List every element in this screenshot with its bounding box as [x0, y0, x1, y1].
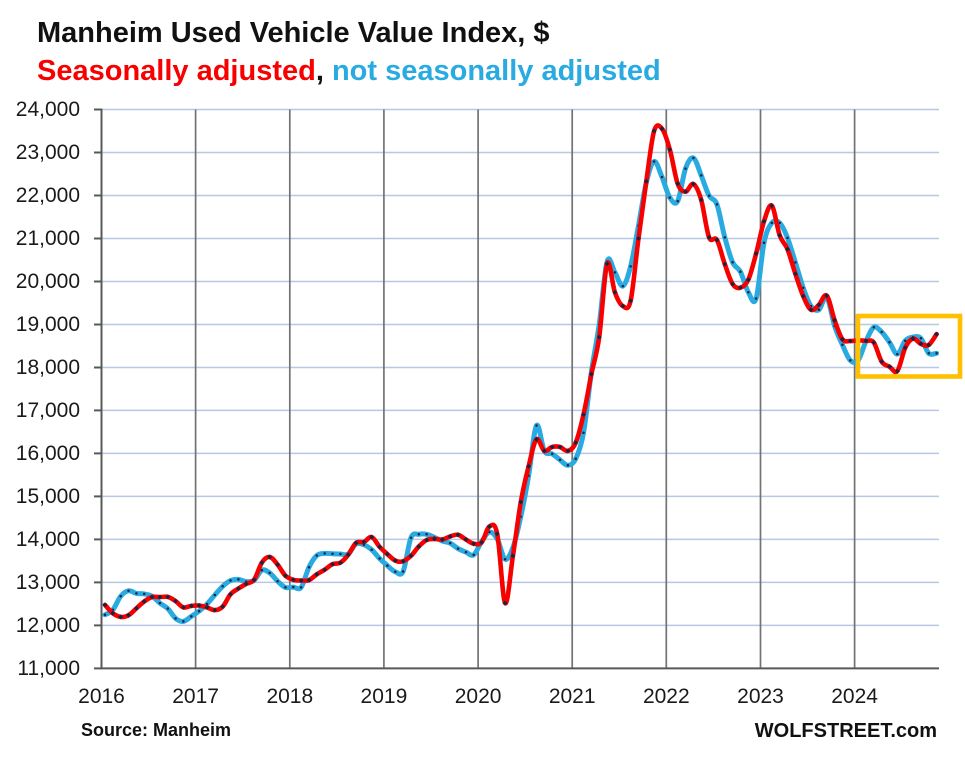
svg-text:14,000: 14,000 — [16, 528, 80, 551]
svg-text:Source: Manheim: Source: Manheim — [81, 720, 231, 740]
svg-text:2017: 2017 — [172, 685, 219, 708]
svg-text:19,000: 19,000 — [16, 313, 80, 336]
svg-text:2020: 2020 — [455, 685, 502, 708]
svg-text:20,000: 20,000 — [16, 270, 80, 293]
svg-text:2022: 2022 — [643, 685, 690, 708]
svg-text:23,000: 23,000 — [16, 141, 80, 164]
svg-text:18,000: 18,000 — [16, 356, 80, 379]
svg-text:2019: 2019 — [361, 685, 408, 708]
svg-text:22,000: 22,000 — [16, 184, 80, 207]
svg-text:2023: 2023 — [737, 685, 784, 708]
svg-text:24,000: 24,000 — [16, 98, 80, 121]
svg-text:Manheim Used Vehicle Value Ind: Manheim Used Vehicle Value Index, $ — [37, 17, 550, 49]
svg-text:15,000: 15,000 — [16, 485, 80, 508]
svg-text:12,000: 12,000 — [16, 614, 80, 637]
svg-text:21,000: 21,000 — [16, 227, 80, 250]
svg-text:WOLFSTREET.com: WOLFSTREET.com — [755, 720, 937, 742]
svg-text:16,000: 16,000 — [16, 442, 80, 465]
svg-text:Seasonally adjusted, not seaso: Seasonally adjusted, not seasonally adju… — [37, 55, 661, 87]
svg-text:2021: 2021 — [549, 685, 596, 708]
svg-text:17,000: 17,000 — [16, 399, 80, 422]
svg-text:11,000: 11,000 — [17, 657, 80, 680]
svg-text:2016: 2016 — [78, 685, 125, 708]
svg-text:13,000: 13,000 — [16, 571, 80, 594]
svg-text:2024: 2024 — [831, 685, 878, 708]
svg-text:2018: 2018 — [266, 685, 313, 708]
